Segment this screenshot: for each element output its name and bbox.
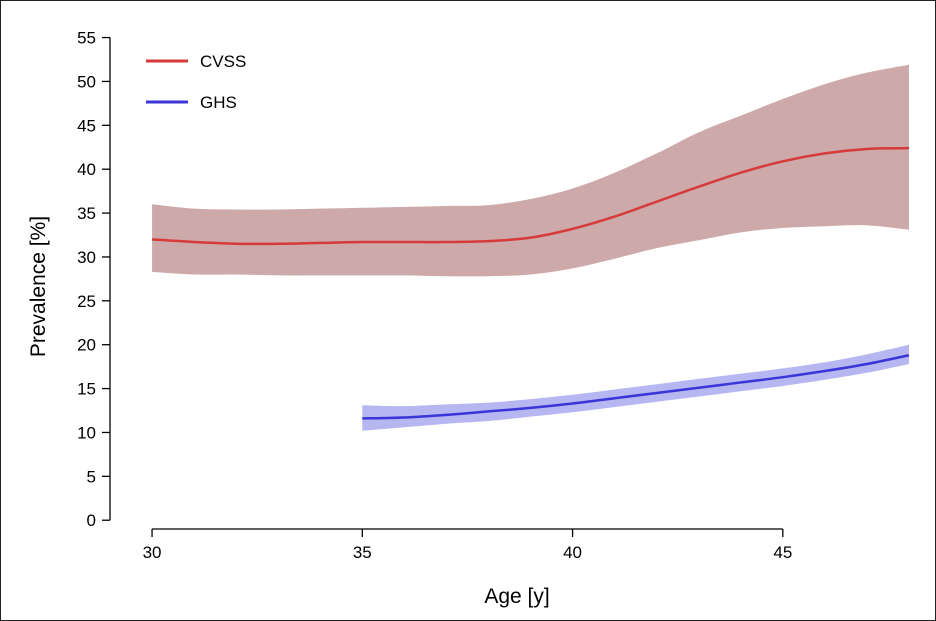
y-tick-label: 0	[87, 511, 96, 530]
y-tick-label: 20	[77, 336, 96, 355]
series-lines	[151, 146, 910, 420]
band-cvss	[152, 64, 909, 277]
y-axis-title: Prevalence [%]	[27, 216, 50, 357]
y-tick-label: 15	[77, 380, 96, 399]
x-ticks: 30 35 40 45	[143, 529, 792, 562]
y-tick-label: 50	[77, 72, 96, 91]
x-axis-title: Age [y]	[484, 585, 549, 608]
confidence-bands	[152, 64, 909, 431]
line-ghs	[362, 354, 910, 420]
x-tick-label: 35	[353, 543, 372, 562]
x-tick-label: 30	[143, 543, 162, 562]
legend-label-ghs: GHS	[200, 93, 237, 112]
legend: CVSS GHS	[146, 52, 246, 112]
band-ghs	[362, 344, 909, 431]
y-tick-label: 10	[77, 423, 96, 442]
x-tick-label: 45	[773, 543, 792, 562]
y-ticks: 0 5 10 15 20 25 30 35 40 45 50 55	[77, 29, 110, 530]
legend-label-cvss: CVSS	[200, 52, 246, 71]
y-tick-label: 55	[77, 29, 96, 48]
y-tick-label: 30	[77, 248, 96, 267]
axes: 0 5 10 15 20 25 30 35 40 45 50 55 30 35 40 45	[77, 29, 792, 562]
y-tick-label: 45	[77, 116, 96, 135]
x-tick-label: 40	[563, 543, 582, 562]
y-tick-label: 40	[77, 160, 96, 179]
y-tick-label: 35	[77, 204, 96, 223]
line-cvss	[151, 146, 909, 246]
y-tick-label: 5	[87, 467, 96, 486]
y-tick-label: 25	[77, 292, 96, 311]
